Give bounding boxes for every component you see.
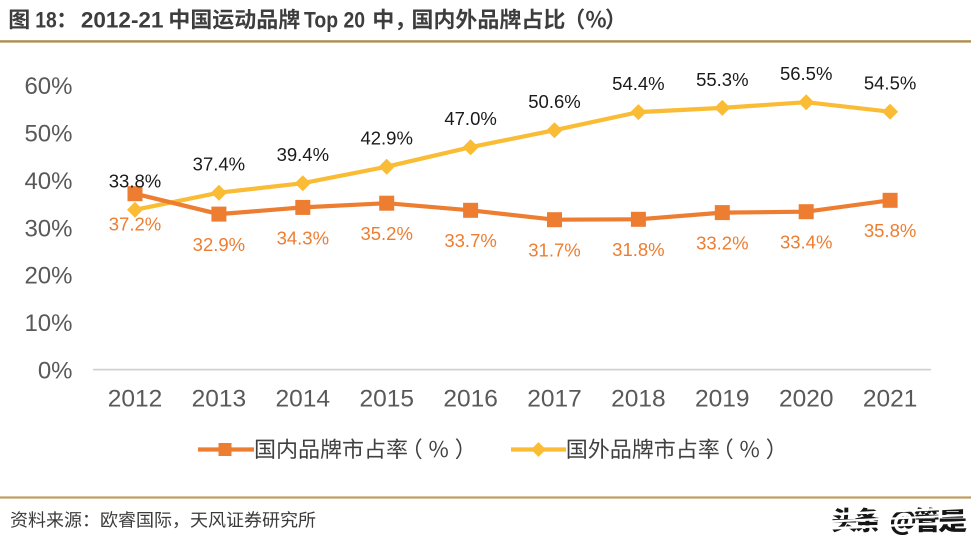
svg-text:39.4%: 39.4% [277,144,329,165]
svg-text:2013: 2013 [192,386,247,413]
svg-text:2019: 2019 [695,386,750,413]
svg-text:54.4%: 54.4% [612,73,664,94]
svg-text:31.8%: 31.8% [612,239,664,260]
svg-text:2016: 2016 [443,386,498,413]
svg-text:31.7%: 31.7% [528,240,580,261]
svg-text:2017: 2017 [527,386,582,413]
svg-text:32.9%: 32.9% [193,234,245,255]
svg-text:0%: 0% [38,358,73,385]
svg-text:2012: 2012 [108,386,163,413]
svg-text:30%: 30% [24,215,72,242]
svg-text:37.4%: 37.4% [193,154,245,175]
svg-text:37.2%: 37.2% [109,214,161,235]
svg-text:33.4%: 33.4% [780,232,832,253]
svg-text:35.8%: 35.8% [864,220,916,241]
svg-text:20%: 20% [24,263,72,290]
svg-text:10%: 10% [24,310,72,337]
svg-text:40%: 40% [24,168,72,195]
svg-text:50.6%: 50.6% [528,91,580,112]
svg-text:Top 20: Top 20 [304,7,365,32]
svg-text:2020: 2020 [779,386,834,413]
svg-text:42.9%: 42.9% [360,128,412,149]
svg-text:54.5%: 54.5% [864,73,916,94]
svg-text:50%: 50% [24,121,72,148]
svg-text:60%: 60% [24,73,72,100]
svg-text:47.0%: 47.0% [444,108,496,129]
svg-text:55.3%: 55.3% [696,69,748,90]
svg-text:2021: 2021 [863,386,918,413]
svg-text:33.7%: 33.7% [444,230,496,251]
svg-text:33.8%: 33.8% [109,171,161,192]
svg-text:35.2%: 35.2% [360,223,412,244]
svg-text:56.5%: 56.5% [780,63,832,84]
svg-text:2014: 2014 [276,386,331,413]
svg-text:33.2%: 33.2% [696,233,748,254]
svg-text:2015: 2015 [359,386,414,413]
svg-text:34.3%: 34.3% [277,227,329,248]
svg-text:18: 18 [35,7,57,32]
svg-text:2018: 2018 [611,386,666,413]
svg-text:2012-21: 2012-21 [81,7,164,32]
